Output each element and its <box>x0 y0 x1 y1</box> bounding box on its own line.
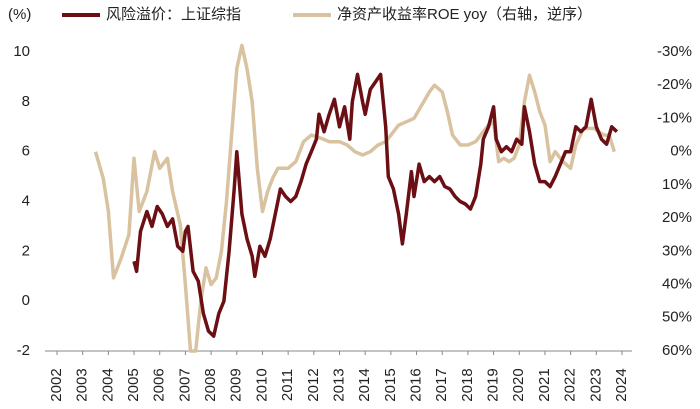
x-tick-label: 2023 <box>587 368 604 401</box>
x-tick-label: 2011 <box>279 369 296 401</box>
series-line <box>93 43 616 353</box>
y2-tick-label: 50% <box>662 309 692 326</box>
y2-tick-label: 0% <box>670 143 692 160</box>
y-tick-label: 4 <box>22 192 30 209</box>
y-tick-label: 2 <box>22 242 30 259</box>
x-tick-label: 2009 <box>228 368 245 401</box>
x-tick-label: 2002 <box>48 368 65 401</box>
x-tick-label: 2024 <box>613 368 630 401</box>
y2-tick-label: 40% <box>662 276 692 293</box>
x-tick-label: 2018 <box>459 368 476 401</box>
y-tick-label: 8 <box>22 93 30 110</box>
x-tick-label: 2007 <box>176 368 193 401</box>
x-tick-label: 2006 <box>151 368 168 401</box>
y-tick-label: 6 <box>22 143 30 160</box>
x-tick-label: 2014 <box>356 368 373 401</box>
x-tick-label: 2004 <box>99 368 116 401</box>
x-tick-label: 2005 <box>125 368 142 401</box>
x-tick-label: 2017 <box>433 368 450 401</box>
y2-tick-label: 10% <box>662 176 692 193</box>
y2-tick-label: 30% <box>662 242 692 259</box>
legend-label: 风险溢价：上证综指 <box>106 6 241 23</box>
x-tick-label: 2012 <box>305 368 322 401</box>
x-tick-label: 2003 <box>74 368 91 401</box>
x-tick-label: 2008 <box>202 368 219 401</box>
x-tick-label: 2021 <box>536 368 553 401</box>
y-tick-label: 0 <box>22 292 30 309</box>
y-tick-label: 10 <box>13 43 30 60</box>
y-unit-label: (%) <box>8 6 31 23</box>
y2-tick-label: 60% <box>662 342 692 359</box>
x-tick-label: 2013 <box>330 368 347 401</box>
x-tick-label: 2019 <box>485 368 502 401</box>
x-tick-label: 2020 <box>510 368 527 401</box>
x-tick-label: 2016 <box>408 368 425 401</box>
y2-tick-label: -10% <box>657 109 692 126</box>
y2-tick-label: -20% <box>657 76 692 93</box>
y2-tick-label: -30% <box>657 43 692 60</box>
legend-label: 净资产收益率ROE yoy（右轴，逆序） <box>337 6 592 23</box>
y-tick-label: -2 <box>17 342 30 359</box>
x-tick-label: 2015 <box>382 368 399 401</box>
series-line <box>132 72 619 338</box>
y2-tick-label: 20% <box>662 209 692 226</box>
x-tick-label: 2022 <box>562 368 579 401</box>
x-tick-label: 2010 <box>253 368 270 401</box>
